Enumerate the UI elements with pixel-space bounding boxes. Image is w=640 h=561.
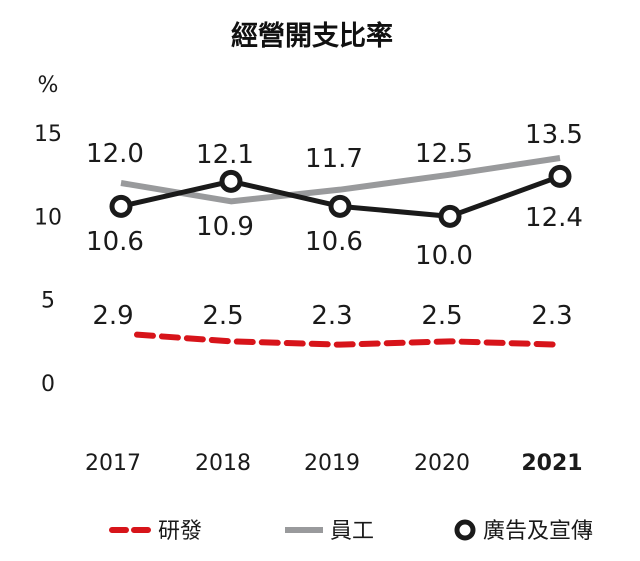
x-tick-label: 2017 bbox=[85, 451, 141, 476]
y-axis-unit: % bbox=[38, 73, 59, 98]
staff-data-label: 11.7 bbox=[305, 144, 363, 174]
x-tick-label: 2018 bbox=[195, 451, 251, 476]
advertising-data-label: 10.6 bbox=[305, 227, 363, 257]
advertising-marker bbox=[328, 194, 352, 218]
rd-data-label: 2.3 bbox=[311, 301, 352, 331]
y-tick-label: 15 bbox=[34, 122, 62, 147]
legend-swatch-advertising bbox=[454, 519, 476, 541]
advertising-marker bbox=[438, 204, 462, 228]
x-tick-label: 2020 bbox=[414, 451, 470, 476]
staff-data-label: 10.9 bbox=[196, 212, 254, 242]
y-tick-label: 10 bbox=[34, 205, 62, 230]
series-lines bbox=[109, 155, 572, 348]
advertising-data-label: 12.4 bbox=[525, 203, 583, 233]
advertising-data-label: 12.1 bbox=[196, 140, 254, 170]
staff-data-label: 12.5 bbox=[415, 139, 473, 169]
y-tick-label: 5 bbox=[41, 289, 55, 314]
rd-data-label: 2.5 bbox=[202, 301, 243, 331]
rd-data-label: 2.3 bbox=[531, 301, 572, 331]
chart-title: 經營開支比率 bbox=[231, 20, 393, 52]
staff-data-label: 12.0 bbox=[86, 139, 144, 169]
rd-data-label: 2.5 bbox=[421, 301, 462, 331]
rd-data-label: 2.9 bbox=[92, 301, 133, 331]
x-tick-label: 2019 bbox=[304, 451, 360, 476]
advertising-marker bbox=[548, 164, 572, 188]
data-labels: 2.9 2.5 2.3 2.5 2.3 12.0 12.5 13.5 10.6 12.1 10.6 1… bbox=[86, 120, 583, 331]
advertising-marker bbox=[109, 194, 133, 218]
staff-data-label: 13.5 bbox=[525, 120, 583, 150]
advertising-marker bbox=[219, 169, 243, 193]
y-ticks: 0 5 10 15 bbox=[34, 122, 62, 397]
y-tick-label: 0 bbox=[41, 372, 55, 397]
legend-label-staff: 員工 bbox=[330, 519, 374, 544]
advertising-data-label: 10.6 bbox=[86, 227, 144, 257]
legend-label-rd: 研發 bbox=[158, 519, 202, 544]
legend: 研發 員工 廣告及宣傳 bbox=[109, 519, 593, 544]
legend-label-advertising: 廣告及宣傳 bbox=[483, 519, 593, 544]
series-line-rd bbox=[134, 331, 563, 348]
series-line-staff bbox=[120, 155, 561, 205]
advertising-data-label: 10.0 bbox=[415, 241, 473, 271]
x-ticks: 2017 2018 2019 2020 2021 bbox=[85, 451, 583, 476]
x-tick-label: 2021 bbox=[521, 451, 582, 476]
